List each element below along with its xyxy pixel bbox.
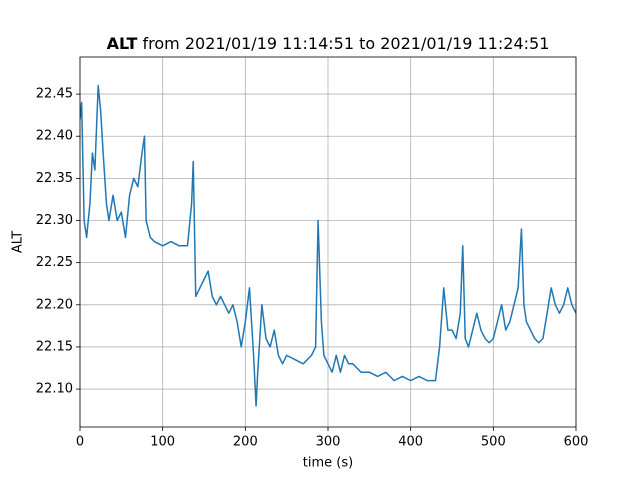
x-tick-label: 100 xyxy=(150,435,175,450)
y-axis-label: ALT xyxy=(11,231,26,253)
chart-title: ALT from 2021/01/19 11:14:51 to 2021/01/… xyxy=(107,34,550,53)
title-bold: ALT xyxy=(107,34,138,53)
y-tick-label: 22.45 xyxy=(36,87,73,102)
x-axis-label: time (s) xyxy=(303,456,353,471)
plot-frame xyxy=(79,56,577,428)
x-tick-label: 0 xyxy=(76,435,84,450)
y-tick-label: 22.30 xyxy=(36,213,73,228)
y-tick-label: 22.15 xyxy=(36,339,73,354)
x-tick-label: 400 xyxy=(398,435,423,450)
x-tick-label: 300 xyxy=(316,435,341,450)
x-tick-label: 200 xyxy=(233,435,258,450)
y-tick-label: 22.40 xyxy=(36,129,73,144)
x-tick-label: 600 xyxy=(564,435,589,450)
data-line xyxy=(80,84,576,407)
y-tick-label: 22.20 xyxy=(36,297,73,312)
y-tick-label: 22.25 xyxy=(36,255,73,270)
y-tick-label: 22.35 xyxy=(36,171,73,186)
y-tick-label: 22.10 xyxy=(36,382,73,397)
title-rest: from 2021/01/19 11:14:51 to 2021/01/19 1… xyxy=(143,34,550,53)
x-tick-label: 500 xyxy=(481,435,506,450)
